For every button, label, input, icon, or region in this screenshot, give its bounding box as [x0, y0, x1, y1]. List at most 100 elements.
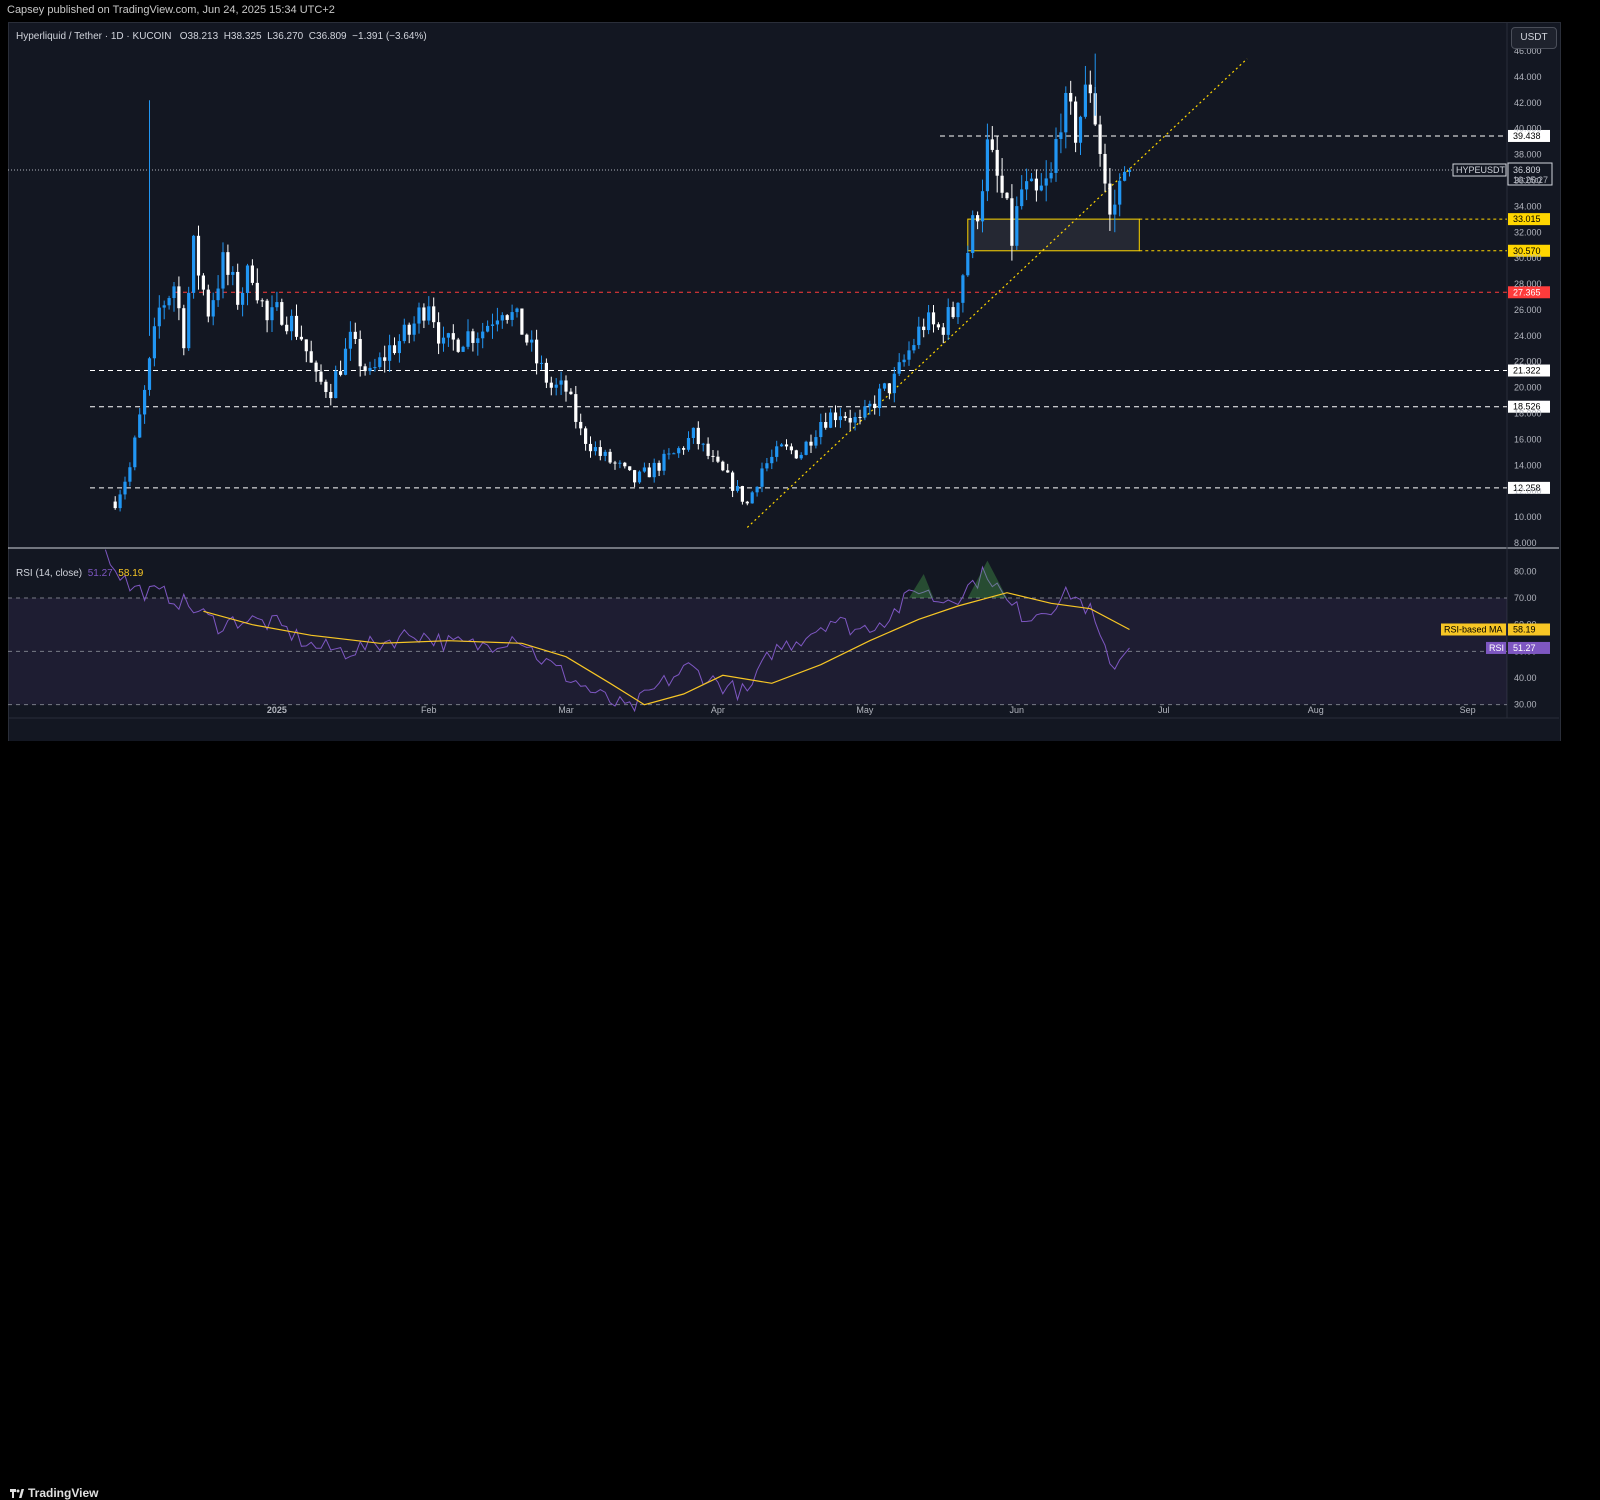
candle-body	[309, 351, 313, 363]
candle-body	[980, 191, 985, 222]
current-price-label: 36.809	[1513, 165, 1541, 175]
candle-body	[642, 467, 646, 472]
candle-body	[329, 391, 333, 399]
candle-body	[446, 333, 450, 338]
candle-body	[701, 443, 705, 445]
candle-body	[1123, 171, 1127, 181]
candle-body	[471, 331, 475, 343]
price-tick-label: 28.000	[1514, 279, 1542, 289]
candle-body	[799, 454, 803, 459]
candle-body	[535, 339, 539, 364]
candle-body	[515, 308, 519, 313]
candle-body	[691, 427, 695, 438]
candle-body	[417, 307, 421, 324]
candle-body	[441, 337, 446, 344]
candle-body	[887, 383, 891, 394]
candle-body	[1054, 138, 1058, 173]
candle-body	[128, 467, 132, 482]
candle-body	[1044, 178, 1048, 186]
symbol-tag-bg	[1452, 163, 1507, 177]
candle-body	[304, 339, 308, 352]
candle-body	[765, 463, 769, 469]
candle-body	[623, 462, 627, 467]
candle-body	[226, 252, 230, 275]
tradingview-logo-icon	[10, 1489, 24, 1498]
candle-body	[334, 371, 338, 399]
candle-body	[339, 371, 343, 375]
candle-body	[461, 346, 465, 352]
candle-body	[319, 371, 323, 382]
rsi-value-bg	[1508, 641, 1550, 654]
price-tick-label: 46.000	[1514, 46, 1542, 56]
candle-body	[760, 468, 764, 487]
candle-body	[530, 339, 534, 343]
candle-body	[221, 252, 225, 289]
time-tick-label: Apr	[711, 705, 725, 715]
candle-body	[138, 414, 142, 438]
candle-body	[613, 462, 617, 464]
tradingview-brand[interactable]: TradingView	[10, 1486, 98, 1500]
candle-body	[152, 326, 156, 359]
rsi-tag-bg	[1486, 641, 1506, 654]
symbol-legend[interactable]: Hyperliquid / Tether · 1D · KUCOIN O38.2…	[16, 31, 427, 42]
time-tick-label: Mar	[558, 705, 574, 715]
candle-body	[392, 345, 397, 354]
price-tick-label: 42.000	[1514, 98, 1542, 108]
rsi-legend[interactable]: RSI (14, close) 51.27 58.19	[16, 568, 143, 579]
candle-body	[917, 326, 921, 346]
candle-body	[255, 282, 259, 301]
candle-body	[383, 357, 387, 361]
candle-body	[863, 406, 867, 418]
candle-body	[1010, 198, 1014, 246]
change-value: −1.391 (−3.64%)	[352, 31, 427, 42]
candle-body	[290, 315, 294, 332]
candle-body	[961, 275, 965, 303]
candle-body	[819, 421, 823, 438]
candle-body	[368, 367, 372, 372]
time-tick-label: Aug	[1308, 705, 1324, 715]
candle-body	[853, 417, 857, 423]
candle-body	[201, 275, 205, 290]
time-tick-label: Sep	[1460, 705, 1476, 715]
time-tick-label: Jun	[1010, 705, 1025, 715]
price-tick-label: 30.000	[1514, 253, 1542, 263]
candle-body	[598, 447, 602, 456]
candle-body	[745, 501, 749, 504]
rsi-line	[104, 549, 1130, 713]
candle-body	[270, 307, 274, 321]
candle-body	[427, 306, 431, 321]
candle-body	[794, 450, 798, 459]
close-value: C36.809	[308, 31, 347, 42]
candle-body	[476, 338, 480, 343]
candle-body	[1074, 101, 1078, 143]
candle-body	[941, 327, 945, 335]
candle-body	[358, 338, 362, 367]
currency-button[interactable]: USDT	[1511, 27, 1557, 49]
chart-canvas[interactable]: 39.438 33.015 30.570 27.365 21.322 18.526 12.2…	[0, 0, 1600, 765]
candle-body	[990, 139, 994, 150]
countdown-label: 10:25:27	[1513, 175, 1548, 185]
candle-body	[824, 421, 828, 428]
candle-body	[897, 362, 901, 374]
candle-body	[809, 441, 813, 446]
candle-body	[882, 383, 887, 389]
open-value: O38.213	[179, 31, 219, 42]
candle-body	[133, 437, 137, 468]
candle-body	[549, 382, 553, 388]
candle-body	[1025, 181, 1029, 190]
candle-body	[500, 315, 504, 321]
candle-body	[873, 403, 877, 409]
candle-body	[579, 421, 583, 429]
candle-body	[770, 456, 774, 464]
rsi-ma-line	[203, 592, 1130, 706]
candle-body	[520, 308, 524, 335]
candle-body	[677, 448, 681, 454]
level-label-bg	[1508, 481, 1550, 494]
candle-body	[466, 331, 470, 347]
candle-body	[780, 444, 784, 447]
rsi-ma-value: 58.19	[1513, 624, 1536, 634]
candle-body	[505, 315, 509, 320]
candle-body	[162, 305, 166, 308]
candle-body	[422, 307, 426, 321]
rsi-value: 51.27	[1513, 643, 1536, 653]
